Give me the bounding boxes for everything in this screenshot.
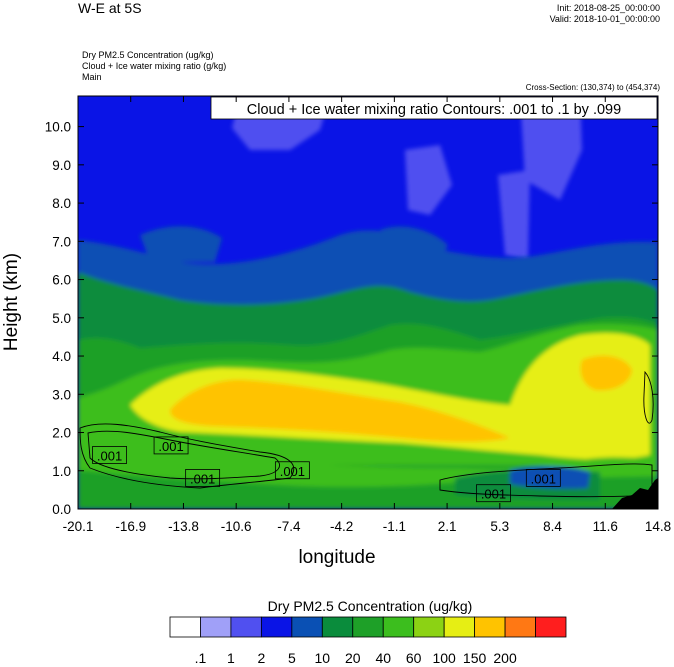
contour-label-box <box>185 469 221 487</box>
contour-line-east <box>439 463 653 498</box>
field-pm25: Dry PM2.5 Concentration (ug/kg) <box>82 50 214 60</box>
y-tick-label: 4.0 <box>52 349 71 364</box>
colorbar-swatch <box>321 616 354 638</box>
x-tick-label: -20.1 <box>63 519 94 534</box>
field-band-10-c <box>380 226 448 262</box>
contour-label: .001 <box>97 448 122 463</box>
field-main: Main <box>82 72 102 82</box>
chart-title: W-E at 5S <box>78 0 142 16</box>
y-axis-ticks: 0.0 1.0 2.0 3.0 4.0 5.0 6.0 7.0 8.0 9.0 10.0 <box>45 120 658 517</box>
y-tick-label: 0.0 <box>52 502 71 517</box>
contour-label: .001 <box>481 487 506 502</box>
x-tick-label: -1.1 <box>383 519 406 534</box>
contour-legend-box: Cloud + Ice water mixing ratio Contours:… <box>210 96 658 120</box>
colorbar-label: 1 <box>227 650 235 666</box>
y-tick-label: 9.0 <box>52 158 71 173</box>
x-tick-label: 2.1 <box>438 519 457 534</box>
contour-label: .001 <box>280 464 305 479</box>
colorbar-swatch <box>230 616 262 638</box>
x-tick-label: 14.8 <box>645 519 671 534</box>
colorbar-label: .1 <box>195 650 207 666</box>
init-valid-times: Init: 2018-08-25_00:00:00 Valid: 2018-10… <box>550 3 660 25</box>
contour-label-box <box>92 446 127 464</box>
contour-label-box <box>274 461 310 480</box>
x-tick-label: 11.6 <box>593 519 618 534</box>
x-tick-label: -4.2 <box>330 519 353 534</box>
y-tick-label: 8.0 <box>52 196 71 211</box>
field-descriptions: Dry PM2.5 Concentration (ug/kg) Cloud + … <box>82 50 226 83</box>
contour-label-box <box>153 436 189 455</box>
colorbar-swatch <box>474 616 506 638</box>
concentration-field <box>78 96 658 509</box>
y-tick-label: 3.0 <box>52 387 71 402</box>
contour-label-box <box>476 484 511 503</box>
y-tick-label: 1.0 <box>52 464 71 479</box>
contour-legend-text: Cloud + Ice water mixing ratio Contours:… <box>247 102 621 118</box>
field-patch-2c <box>520 96 582 200</box>
contour-label: .001 <box>158 439 183 454</box>
colorbar-title: Dry PM2.5 Concentration (ug/kg) <box>268 598 473 614</box>
contour-label-box <box>525 469 561 487</box>
colorbar-label: 20 <box>345 650 361 666</box>
x-tick-label: -13.8 <box>168 519 199 534</box>
y-tick-label: 6.0 <box>52 273 71 288</box>
x-tick-label: 8.4 <box>543 519 562 534</box>
field-band-150-b <box>580 355 632 391</box>
contour-legend-background <box>210 96 658 120</box>
contour-line-east-upper <box>643 370 654 424</box>
colorbar-label: 5 <box>288 650 296 666</box>
field-patch-2d <box>498 170 530 260</box>
colorbar-label: 60 <box>406 650 422 666</box>
field-band-10-low <box>510 466 590 489</box>
field-band-10-b <box>140 226 222 262</box>
field-patch-2b <box>405 145 452 215</box>
contour-label: .001 <box>531 471 556 486</box>
colorbar-label: 40 <box>375 650 391 666</box>
x-tick-label: -16.9 <box>115 519 146 534</box>
y-axis-label: Height (km) <box>1 253 22 351</box>
colorbar-swatch <box>413 616 445 638</box>
x-axis-label: longitude <box>298 547 375 568</box>
cloud-contours <box>79 370 654 498</box>
contour-labels: .001 .001 .001 .001 .001 .001 <box>92 436 561 503</box>
colorbar-swatch <box>291 616 323 638</box>
colorbar-label: 10 <box>315 650 331 666</box>
x-tick-label: -7.4 <box>277 519 301 534</box>
y-tick-label: 2.0 <box>52 426 71 441</box>
x-tick-label: 5.3 <box>490 519 509 534</box>
colorbar-swatch <box>443 616 476 638</box>
init-time: Init: 2018-08-25_00:00:00 <box>556 3 660 13</box>
cross-section-label: Cross-Section: (130,374) to (454,374) <box>525 83 660 92</box>
colorbar-label: 200 <box>493 650 517 666</box>
colorbar-label: 150 <box>463 650 487 666</box>
colorbar-swatch <box>382 616 415 638</box>
field-cloud: Cloud + Ice water mixing ratio (g/kg) <box>82 61 227 71</box>
contour-line-west-inner <box>87 430 280 480</box>
colorbar-swatch <box>260 616 293 638</box>
y-tick-label: 7.0 <box>52 234 71 249</box>
y-tick-label: 10.0 <box>45 120 71 135</box>
colorbar-label: 2 <box>257 650 265 666</box>
field-band-150 <box>170 379 510 442</box>
x-axis-ticks: -20.1 -16.9 -13.8 -10.6 -7.4 -4.2 -1.1 2.1 5.3 8.… <box>63 96 671 534</box>
colorbar-swatch <box>535 616 567 638</box>
colorbar-swatch <box>169 616 201 638</box>
colorbar-label: 100 <box>432 650 456 666</box>
y-tick-label: 5.0 <box>52 311 71 326</box>
contour-label: .001 <box>190 471 215 486</box>
plot-frame <box>77 95 659 510</box>
colorbar-swatch <box>352 616 384 638</box>
valid-time: Valid: 2018-10-01_00:00:00 <box>549 14 660 24</box>
contour-line-west <box>79 423 295 489</box>
x-tick-label: -10.6 <box>221 519 252 534</box>
colorbar-swatch <box>200 616 232 638</box>
colorbar-swatch <box>504 616 536 638</box>
colorbar: .1 1 2 5 10 20 40 60 100 150 200 <box>169 616 567 666</box>
terrain <box>612 478 658 509</box>
